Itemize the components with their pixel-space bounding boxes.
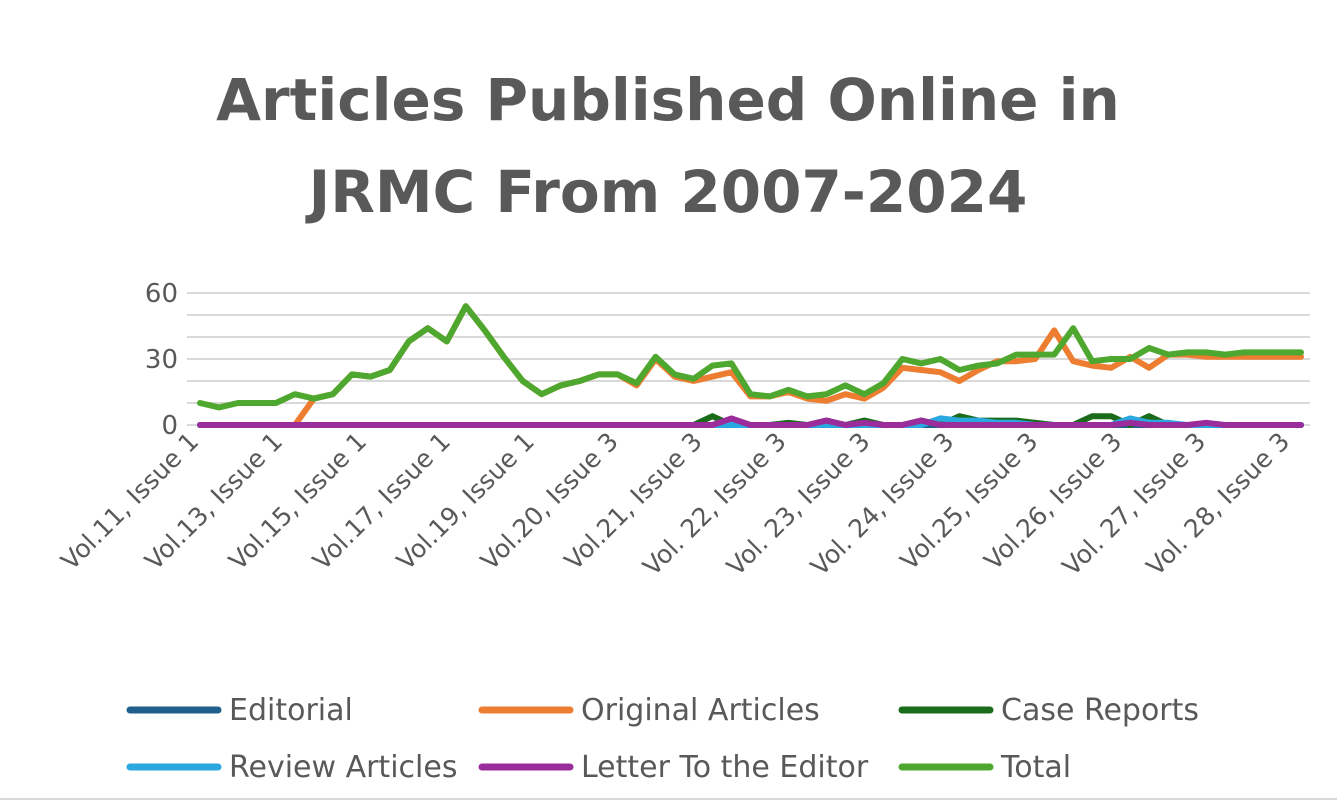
y-tick-label: 30	[145, 345, 178, 375]
x-tick-label: Vol. 27, Issue 3	[1057, 427, 1212, 582]
legend-label: Case Reports	[1001, 693, 1199, 728]
x-tick-label: Vol. 24, Issue 3	[805, 427, 960, 582]
x-tick-label: Vol. 28, Issue 3	[1141, 427, 1296, 582]
gridlines	[187, 292, 1310, 426]
bottom-divider	[0, 798, 1337, 800]
y-axis-ticks: 0 30 60	[145, 279, 178, 441]
chart-title-line-2: JRMC From 2007-2024	[305, 158, 1028, 226]
y-tick-label: 60	[145, 279, 178, 309]
series-lines	[197, 303, 1304, 428]
chart-title-line-1: Articles Published Online in	[216, 66, 1120, 134]
legend-label: Total	[1000, 750, 1071, 785]
legend-label: Review Articles	[229, 750, 457, 785]
legend-label: Letter To the Editor	[581, 750, 869, 785]
legend-label: Original Articles	[581, 693, 820, 728]
series-line-letter-to-the-editor	[197, 415, 1304, 428]
series-line-original-articles	[197, 303, 1304, 428]
x-tick-label: Vol. 22, Issue 3	[637, 427, 792, 582]
x-tick-label: Vol. 23, Issue 3	[721, 427, 876, 582]
legend: Editorial Original Articles Case Reports Re…	[126, 693, 1199, 785]
series-line-total	[197, 303, 1304, 411]
y-tick-label: 0	[161, 411, 178, 441]
legend-label: Editorial	[229, 693, 353, 728]
